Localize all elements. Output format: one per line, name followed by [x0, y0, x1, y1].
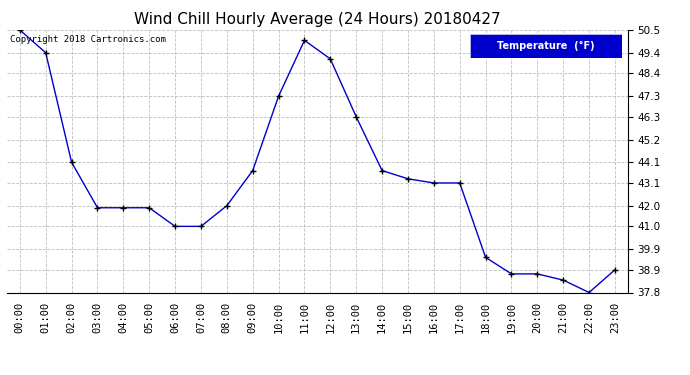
Text: Copyright 2018 Cartronics.com: Copyright 2018 Cartronics.com — [10, 35, 166, 44]
Title: Wind Chill Hourly Average (24 Hours) 20180427: Wind Chill Hourly Average (24 Hours) 201… — [134, 12, 501, 27]
